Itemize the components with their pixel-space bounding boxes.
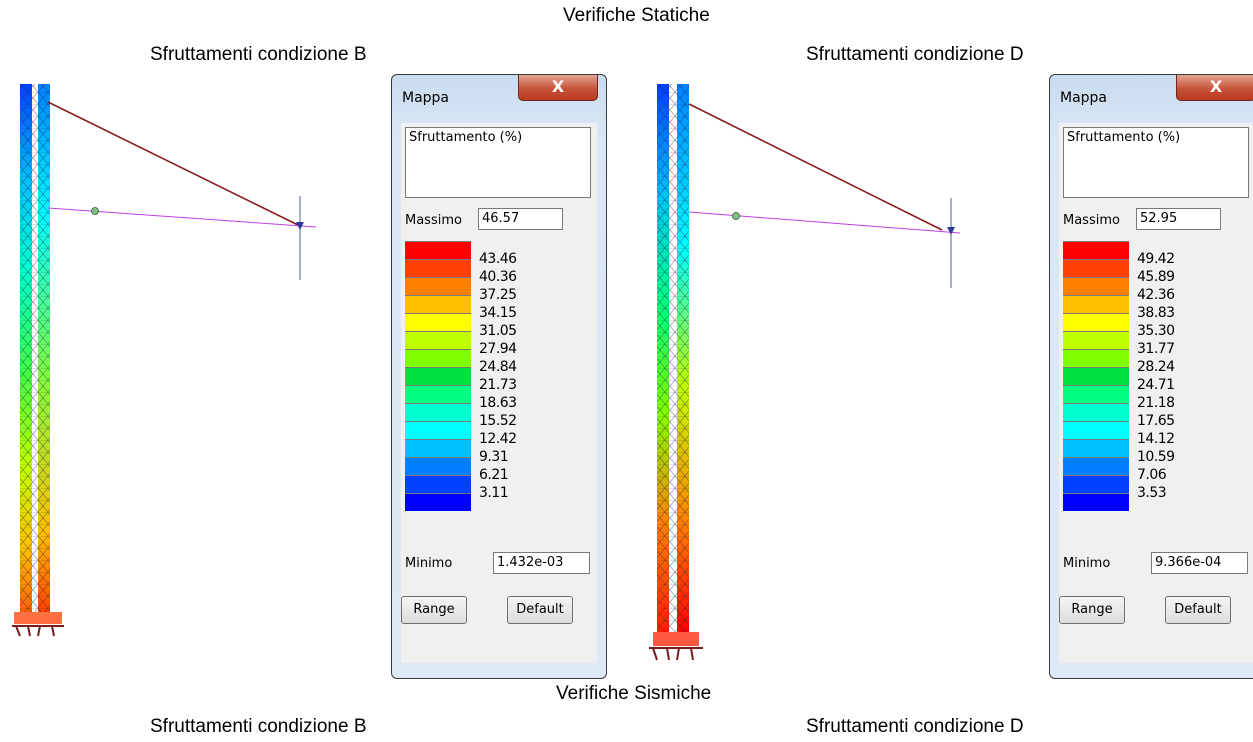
pole-model-condition-d[interactable]: [645, 80, 970, 690]
legend-swatch: [1063, 493, 1129, 511]
legend-swatch: [1063, 367, 1129, 385]
legend-tick-label: 27.94: [479, 341, 517, 357]
color-scale: 49.42 45.89 42.36 38.83 35.30 31.77 28.24 24.71…: [1063, 241, 1249, 541]
legend-swatch: [405, 457, 471, 475]
close-icon: X: [551, 77, 565, 96]
legend-tick-label: 10.59: [1137, 449, 1175, 465]
min-value-field[interactable]: 9.366e-04: [1151, 552, 1248, 574]
heading-condition-b: Sfruttamenti condizione B: [150, 44, 367, 65]
legend-tick-label: 49.42: [1137, 251, 1175, 267]
legend-tick-label: 24.71: [1137, 377, 1175, 393]
legend-tick-label: 35.30: [1137, 323, 1175, 339]
legend-swatch: [1063, 277, 1129, 295]
legend-swatch: [1063, 331, 1129, 349]
heading-condition-b-seismic: Sfruttamenti condizione B: [150, 716, 367, 737]
legend-tick-label: 7.06: [1137, 467, 1167, 483]
legend-tick-label: 31.05: [479, 323, 517, 339]
legend-swatch: [405, 493, 471, 511]
legend-swatch: [405, 259, 471, 277]
max-label: Massimo: [1063, 213, 1120, 228]
legend-swatch: [1063, 439, 1129, 457]
heading-condition-d-seismic: Sfruttamenti condizione D: [806, 716, 1024, 737]
legend-tick-label: 34.15: [479, 305, 517, 321]
legend-swatch: [405, 439, 471, 457]
legend-swatch: [1063, 241, 1129, 259]
legend-swatch: [405, 403, 471, 421]
legend-swatch: [405, 295, 471, 313]
close-icon: X: [1209, 77, 1223, 96]
legend-tick-label: 28.24: [1137, 359, 1175, 375]
legend-dialog-condition-d: Mappa X Sfruttamento (%) Massimo 52.95 4…: [1049, 74, 1253, 679]
max-label: Massimo: [405, 213, 462, 228]
legend-swatch: [405, 385, 471, 403]
dialog-client-area: Sfruttamento (%) Massimo 52.95 49.42 45.8…: [1059, 123, 1253, 663]
legend-swatch: [1063, 349, 1129, 367]
min-label: Minimo: [1063, 556, 1111, 571]
legend-swatch: [1063, 457, 1129, 475]
seismic-checks-title: Verifiche Sismiche: [556, 683, 712, 704]
legend-tick-label: 9.31: [479, 449, 509, 465]
legend-tick-label: 31.77: [1137, 341, 1175, 357]
legend-dialog-condition-b: Mappa X Sfruttamento (%) Massimo 46.57 4…: [391, 74, 607, 679]
legend-tick-label: 43.46: [479, 251, 517, 267]
legend-tick-label: 37.25: [479, 287, 517, 303]
legend-swatch: [1063, 295, 1129, 313]
legend-tick-label: 6.21: [479, 467, 509, 483]
legend-swatch: [1063, 403, 1129, 421]
legend-swatch: [1063, 313, 1129, 331]
legend-tick-label: 17.65: [1137, 413, 1175, 429]
quantity-textbox[interactable]: Sfruttamento (%): [405, 127, 591, 198]
legend-tick-label: 18.63: [479, 395, 517, 411]
legend-swatch: [1063, 385, 1129, 403]
static-checks-title: Verifiche Statiche: [563, 5, 710, 26]
legend-swatch: [1063, 259, 1129, 277]
dialog-title: Mappa: [1060, 90, 1108, 106]
range-button[interactable]: Range: [401, 596, 467, 624]
legend-tick-label: 21.18: [1137, 395, 1175, 411]
pole-model-condition-b[interactable]: [8, 80, 328, 645]
range-button[interactable]: Range: [1059, 596, 1125, 624]
legend-swatch: [1063, 475, 1129, 493]
legend-swatch: [405, 475, 471, 493]
legend-tick-label: 24.84: [479, 359, 517, 375]
legend-tick-label: 40.36: [479, 269, 517, 285]
heading-condition-d: Sfruttamenti condizione D: [806, 44, 1024, 65]
close-button[interactable]: X: [1176, 75, 1253, 101]
legend-swatch: [405, 331, 471, 349]
dialog-client-area: Sfruttamento (%) Massimo 46.57 43.46 40.3…: [401, 123, 597, 663]
legend-tick-label: 14.12: [1137, 431, 1175, 447]
min-value-field[interactable]: 1.432e-03: [493, 552, 590, 574]
legend-swatch: [405, 349, 471, 367]
legend-tick-label: 21.73: [479, 377, 517, 393]
legend-tick-label: 38.83: [1137, 305, 1175, 321]
legend-tick-label: 3.11: [479, 485, 509, 501]
close-button[interactable]: X: [518, 75, 598, 101]
min-label: Minimo: [405, 556, 453, 571]
dialog-title: Mappa: [402, 90, 450, 106]
legend-swatch: [405, 241, 471, 259]
legend-tick-label: 42.36: [1137, 287, 1175, 303]
legend-swatch: [405, 313, 471, 331]
legend-tick-label: 12.42: [479, 431, 517, 447]
legend-tick-label: 3.53: [1137, 485, 1167, 501]
legend-tick-label: 45.89: [1137, 269, 1175, 285]
default-button[interactable]: Default: [507, 596, 573, 624]
max-value-field[interactable]: 46.57: [478, 208, 563, 230]
max-value-field[interactable]: 52.95: [1136, 208, 1221, 230]
legend-swatch: [1063, 421, 1129, 439]
color-scale: 43.46 40.36 37.25 34.15 31.05 27.94 24.84 21.73…: [405, 241, 591, 541]
default-button[interactable]: Default: [1165, 596, 1231, 624]
quantity-textbox[interactable]: Sfruttamento (%): [1063, 127, 1249, 198]
legend-swatch: [405, 367, 471, 385]
legend-swatch: [405, 421, 471, 439]
legend-tick-label: 15.52: [479, 413, 517, 429]
legend-swatch: [405, 277, 471, 295]
